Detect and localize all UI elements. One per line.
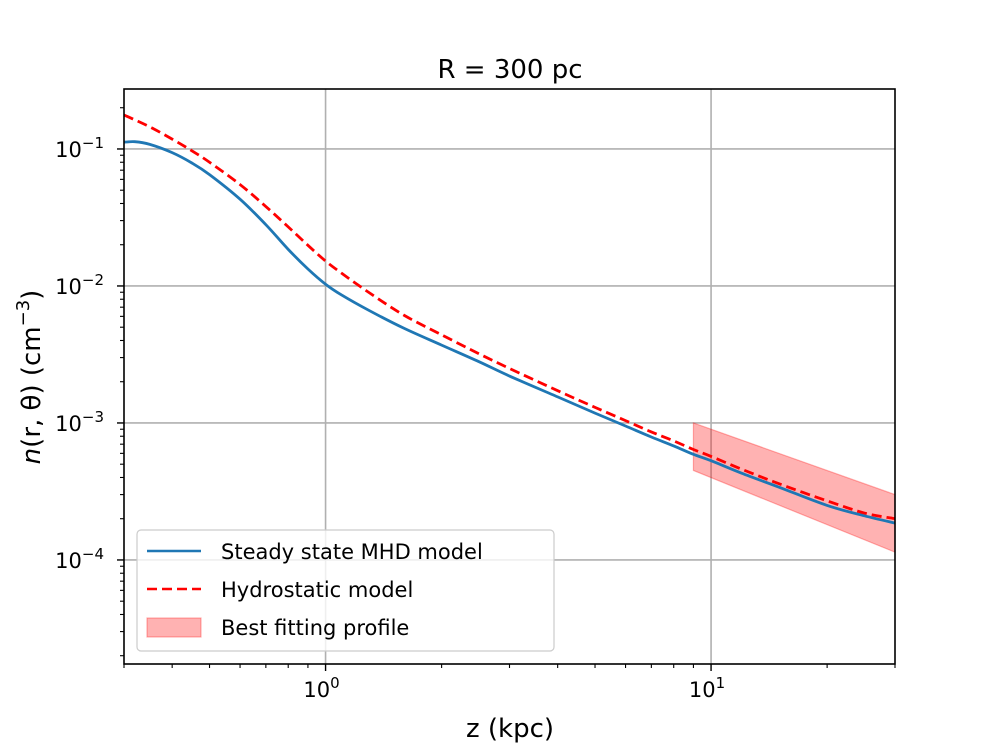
legend-box — [136, 529, 555, 652]
legend-patch-best-fit — [146, 617, 202, 638]
series-line-mhd — [123, 140, 896, 525]
y-tick-label: 10−4 — [55, 545, 104, 573]
y-axis-label-args: (r, θ) — [17, 384, 47, 447]
x-tick-label: 101 — [689, 674, 725, 702]
ticks: 100 101 10−1 10−2 10−3 10−4 — [55, 107, 896, 702]
series-line-hydrostatic — [123, 113, 896, 521]
y-axis-label: n(r, θ) (cm−3) — [13, 290, 47, 465]
y-axis-label-func: n — [17, 448, 47, 464]
y-axis-label-unit-exp: −3 — [13, 300, 34, 327]
y-tick-label: 10−3 — [55, 408, 104, 436]
x-tick-label: 100 — [303, 674, 339, 702]
y-tick-label: 10−2 — [55, 271, 104, 299]
y-axis-label-close: ) — [17, 290, 47, 300]
legend-label-mhd: Steady state MHD model — [221, 540, 483, 564]
legend-label-best-fit: Best fitting profile — [221, 616, 409, 640]
chart-title: R = 300 pc — [437, 55, 582, 85]
y-tick-label: 10−1 — [55, 134, 104, 162]
y-axis-label-unit: (cm — [17, 326, 47, 384]
series-layer — [123, 113, 896, 525]
legend-label-hydrostatic: Hydrostatic model — [221, 578, 413, 602]
legend: Steady state MHD model Hydrostatic model… — [136, 529, 555, 652]
x-axis-label: z (kpc) — [466, 714, 554, 744]
